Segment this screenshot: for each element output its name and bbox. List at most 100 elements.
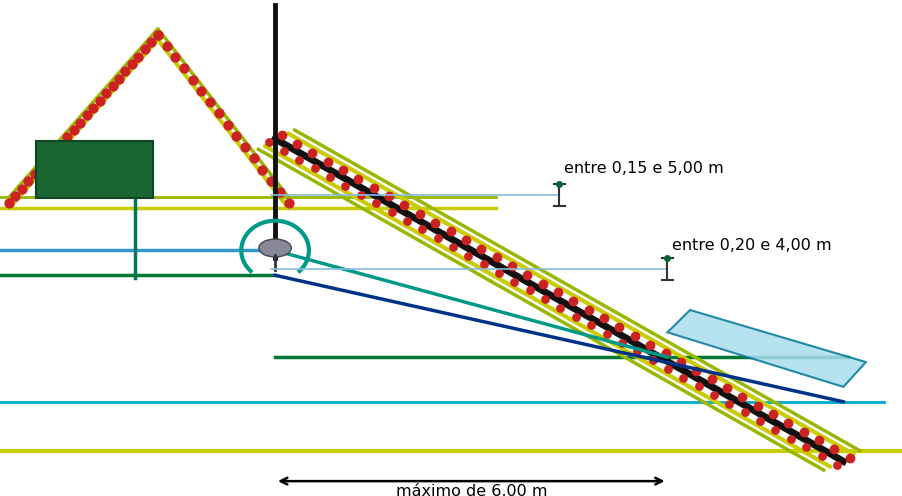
Point [661,365,676,373]
Point [597,314,612,322]
Point [781,419,796,427]
Point [674,358,688,366]
Text: máximo de 6,00 m: máximo de 6,00 m [396,484,547,496]
Point [79,112,94,120]
Point [766,410,780,418]
Point [538,295,552,303]
Point [264,177,279,185]
Point [160,42,174,50]
Point [151,31,165,39]
Bar [36,141,153,198]
Point [14,185,29,192]
Point [582,306,596,313]
Point [492,269,506,277]
Point [124,60,139,68]
Polygon shape [667,310,866,387]
Point [428,219,442,227]
Point [281,199,296,207]
Point [308,165,322,173]
Point [461,251,475,259]
Point [812,436,826,444]
Point [118,67,133,75]
Point [614,339,629,347]
Point [520,271,535,279]
Text: entre 0,20 e 4,00 m: entre 0,20 e 4,00 m [672,238,832,253]
Point [320,158,335,166]
Point [168,53,182,61]
Point [476,260,491,268]
Text: entre 0,15 e 5,00 m: entre 0,15 e 5,00 m [564,161,723,176]
Point [536,280,550,288]
Point [566,297,581,305]
Point [799,443,814,451]
Point [305,149,319,157]
Point [750,402,765,410]
Point [144,38,159,46]
Point [612,323,627,331]
Point [53,141,68,149]
Point [400,217,414,225]
Point [229,132,244,140]
Circle shape [259,239,291,257]
Point [382,192,396,200]
Point [692,382,706,390]
Point [568,312,583,320]
Point [628,332,642,340]
Point [796,428,811,435]
Point [366,184,381,191]
Point [272,188,287,196]
Point [60,133,75,141]
Point [707,391,722,399]
Point [658,349,673,357]
Point [274,131,289,139]
Point [203,98,217,106]
Point [815,452,829,460]
Point [584,321,598,329]
Point [73,119,87,126]
Point [827,445,842,453]
Point [67,126,81,134]
Point [255,166,270,174]
Point [553,304,567,312]
Point [599,330,613,338]
Point [323,173,337,181]
Point [351,175,365,183]
Point [290,140,304,148]
Point [769,426,783,434]
Point [522,287,537,295]
Point [384,208,399,216]
Point [753,417,768,425]
Point [415,226,429,234]
Point [507,278,521,286]
Point [47,148,61,156]
Point [246,154,261,162]
Point [704,375,719,383]
Point [369,199,383,207]
Point [430,234,445,242]
Point [446,243,460,251]
Point [41,155,55,163]
Point [689,367,704,374]
Point [551,288,566,296]
Point [723,400,737,408]
Point [630,348,644,356]
Point [830,461,844,469]
Point [22,178,36,186]
Point [212,110,226,118]
Point [106,82,120,90]
Point [99,89,114,97]
Point [186,76,200,84]
Point [220,121,235,128]
Point [338,182,353,190]
Point [86,104,100,112]
Point [194,87,208,95]
Point [784,434,798,442]
Point [8,192,23,200]
Point [92,97,106,105]
Point [443,227,457,235]
Point [28,170,42,178]
Point [292,156,307,164]
Point [34,163,49,171]
Point [177,64,191,72]
Point [842,454,857,462]
